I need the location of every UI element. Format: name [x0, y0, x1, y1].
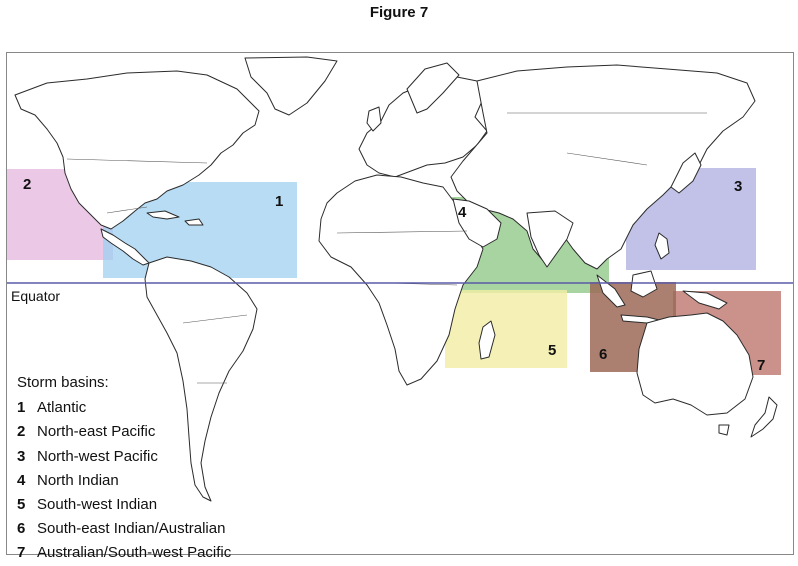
map-canvas: 2 1 4 3 5 6 7: [7, 56, 793, 502]
philippines-outline: [654, 232, 670, 260]
legend-label: South-west Indian: [37, 496, 158, 514]
legend-number: 2: [17, 423, 26, 441]
basin-number-7: 7: [757, 357, 765, 374]
greenland-outline: [244, 56, 338, 116]
legend-item: 6 South-east Indian/Australian: [17, 517, 231, 541]
legend-heading: Storm basins:: [17, 374, 109, 391]
legend-item: 1 Atlantic: [17, 396, 231, 420]
legend-item: 5 South-west Indian: [17, 493, 231, 517]
africa-outline: [318, 174, 484, 386]
madagascar-outline: [478, 320, 496, 360]
europe-outline: [358, 76, 488, 178]
central-america-outline: [100, 228, 150, 266]
legend: Storm basins: 1 Atlantic 2 North-east Paci…: [17, 371, 231, 566]
basin-number-5: 5: [548, 342, 556, 359]
new-guinea-outline: [682, 290, 728, 310]
basin-number-6: 6: [599, 346, 607, 363]
world-map: 2 1 4 3 5 6 7 Equator Storm basins: 1 Atl…: [6, 52, 794, 561]
uk-outline: [366, 106, 382, 132]
australia-outline: [636, 312, 754, 416]
arabia-outline: [452, 198, 502, 248]
cuba-outline: [146, 210, 180, 220]
basin-number-4: 4: [458, 204, 467, 221]
legend-number: 4: [17, 471, 26, 489]
scandinavia-outline: [406, 62, 460, 114]
legend-number: 1: [17, 399, 26, 417]
japan-outline: [670, 152, 702, 194]
south-america-outline: [144, 256, 258, 502]
figure-title: Figure 7: [369, 4, 429, 21]
legend-number: 5: [17, 496, 26, 514]
borneo-outline: [630, 270, 658, 298]
equator-label: Equator: [11, 288, 61, 304]
legend-item: 2 North-east Pacific: [17, 420, 231, 444]
tasmania-outline: [718, 424, 730, 436]
legend-item: 7 Australian/South-west Pacific: [17, 541, 231, 565]
asia-outline: [450, 64, 756, 270]
legend-item: 4 North Indian: [17, 469, 231, 493]
hispaniola-outline: [184, 218, 204, 226]
basin-number-2: 2: [23, 176, 31, 193]
legend-number: 7: [17, 544, 26, 562]
legend-item: 3 North-west Pacific: [17, 445, 231, 469]
legend-label: Australian/South-west Pacific: [37, 544, 232, 562]
north-america-outline: [14, 70, 260, 230]
legend-label: North-east Pacific: [37, 423, 156, 441]
legend-label: Atlantic: [37, 399, 87, 417]
legend-label: South-east Indian/Australian: [37, 520, 226, 538]
basin-number-1: 1: [275, 193, 283, 210]
legend-label: North-west Pacific: [37, 447, 158, 465]
new-zealand-outline: [750, 396, 778, 438]
legend-number: 3: [17, 447, 26, 465]
legend-label: North Indian: [37, 471, 119, 489]
legend-number: 6: [17, 520, 26, 538]
india-outline: [526, 210, 574, 268]
basin-rect-5: [445, 290, 567, 368]
basin-number-3: 3: [734, 178, 742, 195]
